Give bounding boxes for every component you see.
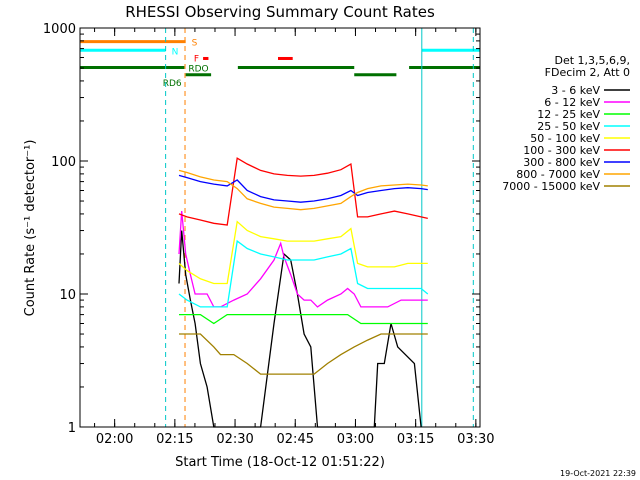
x-tick-label: 03:30 xyxy=(457,432,494,447)
plot-frame xyxy=(79,27,481,428)
legend-label-4: 25 - 50 keV xyxy=(537,120,600,133)
x-tick-label: 02:00 xyxy=(96,432,133,447)
flag-label-rd6: RD6 xyxy=(163,79,182,89)
series-line-2 xyxy=(178,211,428,308)
y-tick-label: 100 xyxy=(51,155,76,170)
chart-title: RHESSI Observing Summary Count Rates xyxy=(125,3,435,21)
y-tick-label: 1000 xyxy=(43,22,76,37)
legend-label-1: 3 - 6 keV xyxy=(551,84,600,97)
series-line-5 xyxy=(178,220,428,285)
series-line-9 xyxy=(179,333,428,375)
x-tick-label: 03:00 xyxy=(337,432,374,447)
flag-label-s: S xyxy=(192,39,198,49)
legend-label-3: 12 - 25 keV xyxy=(537,108,600,121)
flag-label-rdo: RDO xyxy=(188,64,208,74)
legend-header-line: FDecim 2, Att 0 xyxy=(545,66,630,79)
axis-ticks: 02:00 02:15 02:30 02:45 03:00 03:15 03:30 1 10 10… xyxy=(43,22,495,447)
x-tick-label: 02:15 xyxy=(156,432,193,447)
flag-label-n: N xyxy=(172,47,179,57)
legend: Det 1,3,5,6,9,FDecim 2, Att 0 3 - 6 keV6 … xyxy=(502,54,630,193)
series-line-8 xyxy=(178,169,428,211)
series-lines xyxy=(178,157,429,428)
series-line-4 xyxy=(178,239,429,308)
legend-label-6: 100 - 300 keV xyxy=(523,144,600,157)
series-line-7 xyxy=(178,174,428,203)
series-line-6 xyxy=(178,157,428,226)
x-tick-label: 02:30 xyxy=(216,432,253,447)
legend-label-7: 300 - 800 keV xyxy=(523,156,600,169)
x-axis-label: Start Time (18-Oct-12 01:51:22) xyxy=(175,455,385,470)
x-tick-label: 03:15 xyxy=(397,432,434,447)
y-tick-label: 1 xyxy=(68,421,76,436)
timestamp: 19-Oct-2021 22:39 xyxy=(560,469,636,478)
vertical-markers xyxy=(165,28,474,427)
legend-label-9: 7000 - 15000 keV xyxy=(502,180,600,193)
series-line-3 xyxy=(179,313,428,325)
legend-label-8: 800 - 7000 keV xyxy=(516,168,600,181)
legend-label-5: 50 - 100 keV xyxy=(530,132,600,145)
legend-header-line: Det 1,3,5,6,9, xyxy=(554,54,630,67)
x-tick-label: 02:45 xyxy=(277,432,314,447)
y-tick-label: 10 xyxy=(59,288,76,303)
flag-label-f: F xyxy=(194,54,199,64)
y-axis-label: Count Rate (s⁻¹ detector⁻¹) xyxy=(23,140,38,317)
legend-label-2: 6 - 12 keV xyxy=(544,96,600,109)
